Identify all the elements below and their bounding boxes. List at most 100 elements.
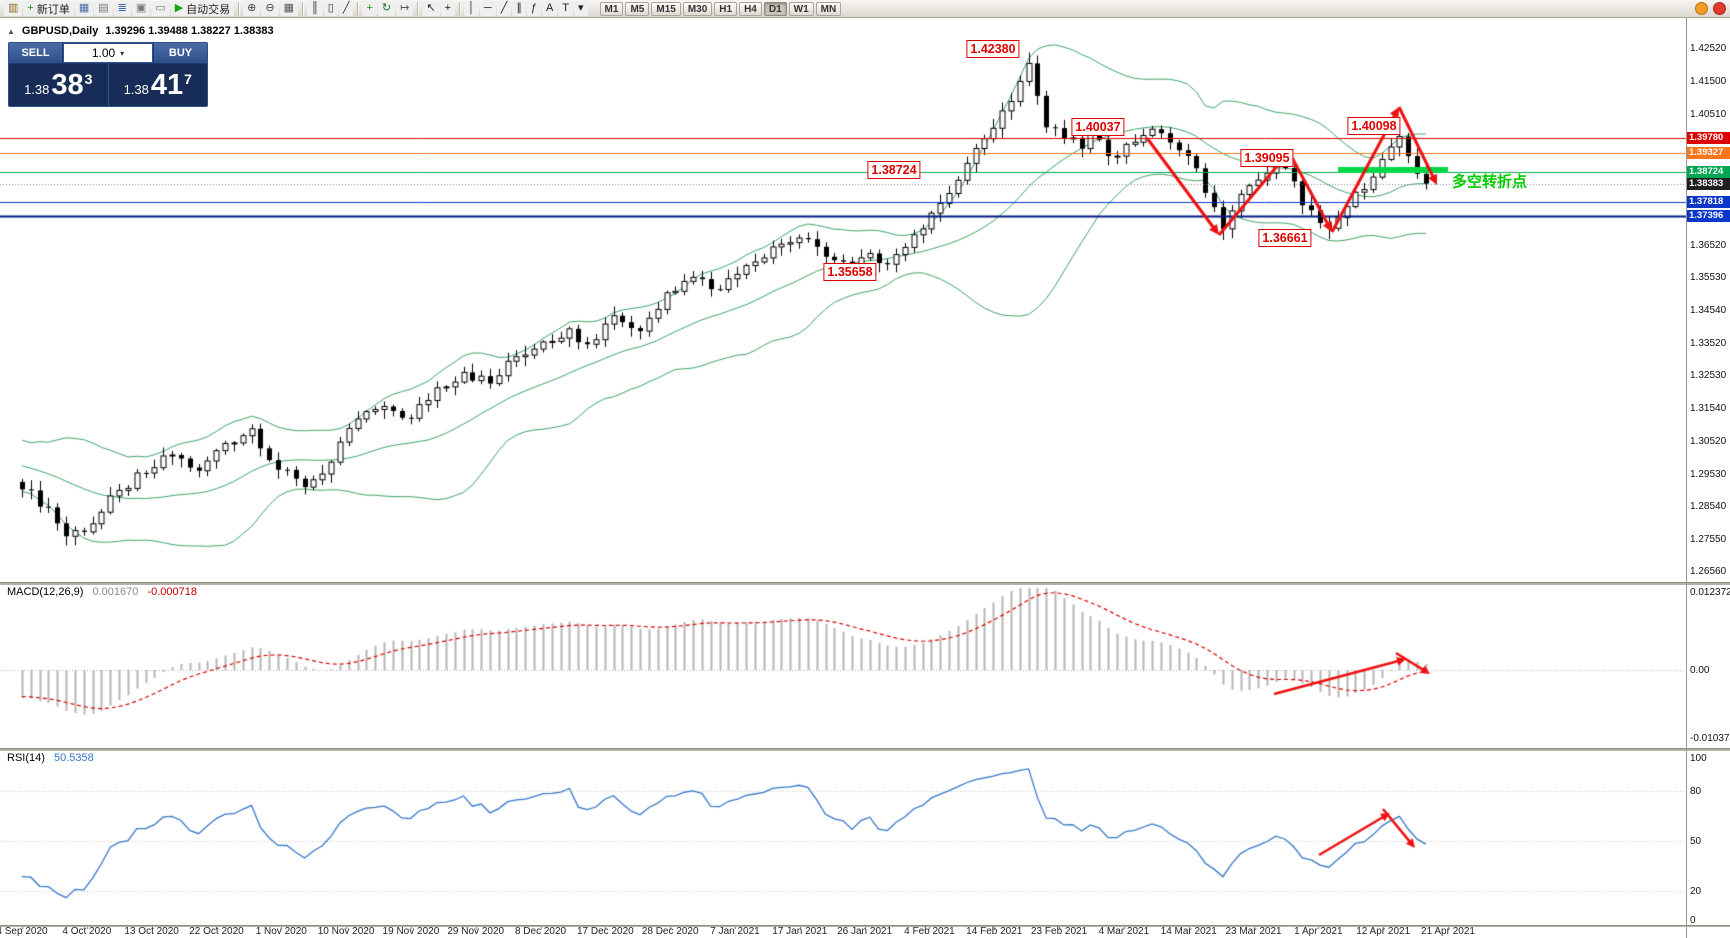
text-icon: A (545, 2, 554, 14)
horizontal-line-icon: ─ (483, 2, 492, 14)
timeframe-h4[interactable]: H4 (739, 1, 762, 16)
price-annotation[interactable]: 1.42380 (966, 40, 1020, 58)
zoom-in-icon[interactable]: ⊕ (243, 1, 261, 16)
time-axis-label: 26 Jan 2021 (837, 926, 893, 937)
time-axis-label: 8 Dec 2020 (514, 926, 567, 937)
volume-field[interactable]: 1.00 ▾ (63, 43, 153, 63)
macd-axis-label: -0.010374 (1690, 733, 1730, 744)
time-axis-label: 23 Mar 2021 (1225, 926, 1282, 937)
grid-icon[interactable]: ▦ (279, 1, 298, 16)
macd-signal-value: -0.000718 (147, 586, 197, 598)
timeframe-d1[interactable]: D1 (763, 1, 787, 16)
timeframe-m15[interactable]: M15 (651, 1, 681, 16)
price-annotation[interactable]: 1.35658 (823, 263, 877, 281)
price-axis-tag: 1.38724 (1687, 166, 1730, 179)
terminal-icon: ▭ (155, 2, 166, 14)
price-annotation[interactable]: 1.36661 (1258, 229, 1312, 247)
time-axis-label: 13 Oct 2020 (124, 926, 179, 937)
time-axis-label: 28 Dec 2020 (641, 926, 699, 937)
chart-shift-icon: ↦ (400, 2, 410, 14)
price-axis-separator (1686, 18, 1687, 938)
line-chart-icon[interactable]: ╱ (338, 1, 354, 16)
timeframe-m1[interactable]: M1 (599, 1, 624, 16)
notification-red-icon[interactable] (1713, 2, 1726, 15)
rsi-axis-label: 0 (1690, 915, 1696, 926)
trendline-icon[interactable]: ╱ (496, 1, 512, 16)
auto-trading-button[interactable]: ▶ 自动交易 (170, 1, 235, 16)
market-watch-icon[interactable]: ≣ (113, 1, 131, 16)
turning-point-label[interactable]: 多空转折点 (1452, 173, 1528, 191)
trendline-icon: ╱ (500, 2, 508, 14)
profiles-icon: ▤ (98, 2, 109, 14)
price-axis-label: 1.41500 (1690, 76, 1727, 88)
buy-button[interactable]: BUY (153, 43, 207, 63)
timeframe-h1[interactable]: H1 (714, 1, 738, 16)
volume-dropdown-icon[interactable]: ▾ (120, 48, 125, 58)
auto-scroll-icon[interactable]: ↻ (377, 1, 396, 16)
cursor-icon[interactable]: ↖ (422, 1, 440, 16)
candlestick-chart-icon: ▯ (327, 2, 334, 14)
price-axis-label: 1.32530 (1690, 370, 1727, 382)
price-axis-tag: 1.39327 (1687, 146, 1730, 159)
shapes-icon: ▾ (578, 2, 584, 14)
timeframe-m5[interactable]: M5 (625, 1, 650, 16)
timeframe-w1[interactable]: W1 (788, 1, 814, 16)
horizontal-line-icon[interactable]: ─ (479, 1, 496, 16)
macd-indicator-label: MACD(12,26,9) 0.001670 -0.000718 (7, 586, 197, 598)
price-axis-tag: 1.39780 (1687, 131, 1730, 144)
price-axis-label: 1.42520 (1690, 43, 1727, 54)
indicators-icon[interactable]: + (362, 1, 377, 16)
macd-rsi-separator[interactable] (0, 748, 1730, 751)
time-axis-label: 4 Sep 2020 (0, 926, 48, 937)
macd-axis-label: 0.012372 (1690, 587, 1730, 598)
time-axis-label: 17 Dec 2020 (577, 926, 634, 937)
channel-icon[interactable]: ∥ (512, 1, 526, 16)
price-annotation[interactable]: 1.40037 (1071, 118, 1125, 136)
sell-button[interactable]: SELL (9, 43, 63, 63)
notification-orange-icon[interactable] (1695, 2, 1708, 15)
new-order-button[interactable]: + 新订单 (23, 1, 74, 16)
time-axis-label: 4 Feb 2021 (904, 926, 955, 937)
one-click-trading-panel: SELL 1.00 ▾ BUY 1.38 38 3 1.38 41 7 (8, 42, 208, 107)
crosshair-icon[interactable]: + (440, 1, 456, 16)
price-annotation[interactable]: 1.39095 (1240, 149, 1294, 167)
zoom-out-icon[interactable]: ⊖ (261, 1, 279, 16)
macd-axis-label: 0.00 (1690, 665, 1710, 676)
fibonacci-icon[interactable]: ƒ (526, 1, 541, 16)
cursor-icon: ↖ (426, 2, 436, 14)
chart-window-icon[interactable]: ▥ (4, 1, 23, 16)
timeframe-group: M1 M5 M15 M30 H1 H4 D1 W1 MN (599, 1, 843, 16)
price-annotation[interactable]: 1.40098 (1347, 117, 1401, 135)
navigator-icon[interactable]: ▣ (131, 1, 151, 16)
channel-icon: ∥ (516, 2, 522, 14)
charts-grid-icon: ▦ (78, 2, 90, 14)
vertical-line-icon[interactable]: │ (464, 1, 479, 16)
price-annotation[interactable]: 1.38724 (867, 161, 921, 179)
symbol-ohlc: 1.39296 1.39488 1.38227 1.38383 (105, 25, 274, 37)
text-icon[interactable]: A (541, 1, 558, 16)
chart-shift-icon[interactable]: ↦ (396, 1, 414, 16)
timeframe-m30[interactable]: M30 (682, 1, 713, 16)
candlestick-chart-icon[interactable]: ▯ (323, 1, 338, 16)
buy-price[interactable]: 1.38 41 7 (123, 69, 192, 101)
time-axis-label: 4 Oct 2020 (62, 926, 112, 937)
shapes-icon[interactable]: ▾ (574, 1, 588, 16)
toolbar-separator (302, 2, 303, 15)
toolbar-separator (417, 2, 419, 15)
sell-price[interactable]: 1.38 38 3 (9, 64, 109, 106)
volume-value[interactable]: 1.00 (91, 46, 116, 60)
new-order-button: + (27, 2, 34, 14)
timeframe-mn[interactable]: MN (815, 1, 842, 16)
time-axis-label: 10 Nov 2020 (317, 926, 375, 937)
charts-grid-icon[interactable]: ▦ (74, 1, 94, 16)
terminal-icon[interactable]: ▭ (151, 1, 170, 16)
main-macd-separator[interactable] (0, 582, 1730, 585)
time-axis-label: 14 Feb 2021 (966, 926, 1023, 937)
profiles-icon[interactable]: ▤ (94, 1, 113, 16)
symbol-header: ▲ GBPUSD,Daily 1.39296 1.39488 1.38227 1… (7, 25, 274, 37)
text-label-icon[interactable]: T (558, 1, 574, 16)
bar-chart-icon[interactable]: ║ (307, 1, 323, 16)
price-axis-label: 1.31540 (1690, 402, 1727, 414)
